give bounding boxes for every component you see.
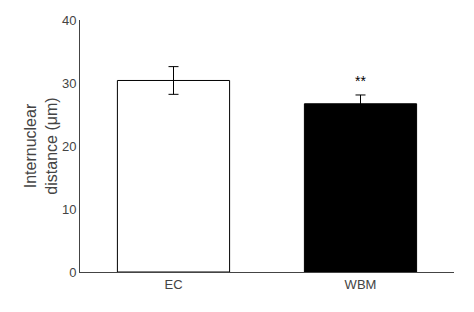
svg-text:WBM: WBM xyxy=(345,277,377,292)
svg-text:30: 30 xyxy=(62,76,76,91)
svg-text:10: 10 xyxy=(62,202,76,217)
svg-text:**: ** xyxy=(355,73,366,89)
svg-text:40: 40 xyxy=(62,13,76,28)
svg-text:20: 20 xyxy=(62,139,76,154)
svg-text:EC: EC xyxy=(164,277,182,292)
svg-text:Internucleardistance (μm): Internucleardistance (μm) xyxy=(22,97,60,194)
svg-text:0: 0 xyxy=(69,265,76,280)
